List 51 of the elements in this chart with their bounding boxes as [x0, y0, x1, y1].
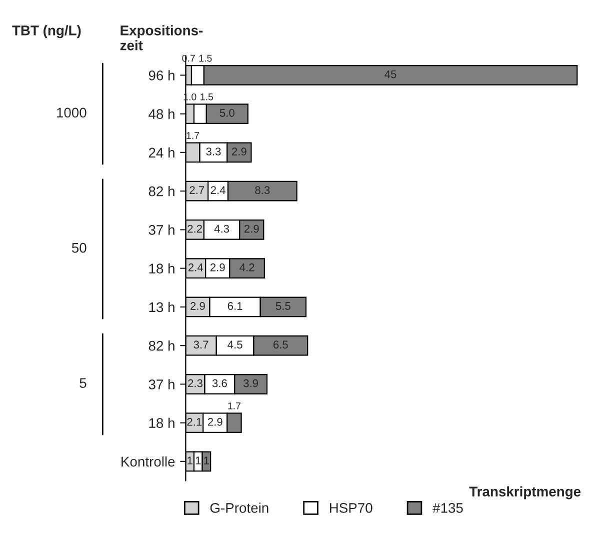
data-label: 4.5 — [228, 340, 242, 349]
data-label: 2.9 — [210, 263, 225, 272]
data-label: 1 — [196, 456, 201, 464]
data-label: 3.6 — [212, 379, 227, 388]
text: TBT (ng/L) — [12, 25, 81, 38]
text: 1000 — [57, 108, 86, 118]
x-axis-title: Transkriptmenge — [469, 486, 581, 500]
data-label: 2.3 — [188, 379, 202, 388]
y-tick-label: 82 h — [148, 340, 174, 351]
y-tick-label: 37 h — [148, 379, 174, 390]
data-label: 2.4 — [188, 263, 204, 272]
text: 50 — [72, 242, 86, 253]
data-label: 1.7 — [228, 402, 240, 410]
y-tick-label: 18 h — [149, 418, 174, 428]
data-label: 5.0 — [220, 108, 234, 117]
data-label: 2.9 — [190, 302, 205, 310]
data-label: 4.2 — [240, 263, 254, 272]
data-label: 45 — [384, 70, 396, 78]
data-label: 2.9 — [244, 224, 259, 233]
data-label: 3.9 — [243, 379, 258, 388]
data-label: 2.9 — [232, 148, 246, 156]
data-label: 1.7 — [186, 132, 200, 139]
data-label: 8.3 — [255, 186, 270, 194]
data-label: 3.7 — [194, 340, 208, 349]
data-label: 1 — [188, 456, 192, 464]
y-tick-label: Kontrolle — [122, 456, 175, 467]
data-label: 3.3 — [206, 148, 221, 156]
data-label: 1 — [204, 456, 209, 464]
legend-label: G-Protein — [210, 502, 268, 513]
data-label: 6.5 — [273, 340, 288, 349]
data-label: 1.5 — [200, 94, 213, 100]
data-label: 2.2 — [188, 224, 202, 233]
y-tick-label: 48 h — [148, 108, 174, 119]
legend-label: HSP70 — [330, 503, 372, 513]
data-label: 2.4 — [210, 186, 226, 194]
legend-label: #135 — [432, 503, 463, 513]
data-label: 2.7 — [190, 186, 204, 194]
data-label: 2.9 — [208, 418, 222, 426]
data-label: 4.3 — [214, 224, 229, 233]
y-tick-label: 37 h — [148, 224, 174, 235]
y-tick-label: 24 h — [148, 147, 174, 158]
text: 5 — [80, 378, 86, 388]
data-label: 2.1 — [187, 418, 202, 426]
data-label: 6.1 — [228, 302, 242, 310]
y-tick-label: 82 h — [148, 186, 174, 196]
text: Expositions- zeit — [120, 25, 203, 50]
data-label: 5.5 — [276, 302, 290, 310]
y-tick-label: 13 h — [149, 302, 174, 312]
data-label: 1.5 — [199, 54, 212, 62]
y-tick-label: 18 h — [149, 263, 174, 274]
y-tick-label: 96 h — [148, 70, 174, 80]
